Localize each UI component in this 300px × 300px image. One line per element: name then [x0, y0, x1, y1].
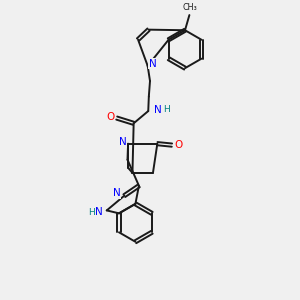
Text: N: N — [95, 207, 103, 217]
Text: H: H — [163, 105, 170, 114]
Text: O: O — [106, 112, 114, 122]
Text: N: N — [149, 59, 157, 69]
Text: CH₃: CH₃ — [183, 3, 197, 12]
Text: O: O — [174, 140, 182, 150]
Text: N: N — [113, 188, 121, 198]
Text: N: N — [154, 105, 161, 115]
Text: H: H — [88, 208, 95, 217]
Text: N: N — [119, 137, 127, 148]
